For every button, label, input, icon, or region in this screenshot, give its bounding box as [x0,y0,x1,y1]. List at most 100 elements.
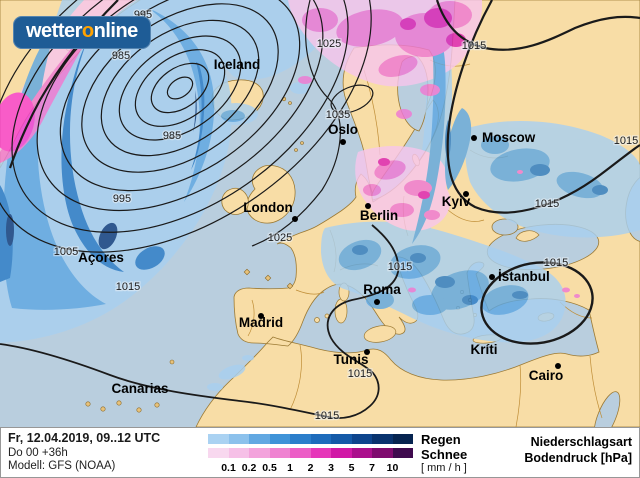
valid-time-label: Fr, 12.04.2019, 09..12 UTC [8,431,161,445]
isobar-1015-east [446,0,640,214]
weather-map-canvas: 9959859859951005101510251035101510251015… [0,0,640,427]
legend-segment [372,448,393,458]
city-dot [292,216,298,222]
great-britain [246,164,296,224]
info-bar: Fr, 12.04.2019, 09..12 UTC Do 00 +36h Mo… [0,427,640,478]
city-dot [489,274,495,280]
city-label: Madrid [239,315,283,330]
model-name-label: Modell: GFS (NOAA) [8,460,116,472]
legend-segment [310,448,331,458]
legend-tick: 0.2 [241,462,257,474]
model-run-label: Do 00 +36h [8,447,68,459]
legend-segment [269,434,290,444]
legend-segment [208,448,229,458]
sea-of-azov [491,218,519,236]
ireland [221,187,249,215]
forecast-meta: Fr, 12.04.2019, 09..12 UTC Do 00 +36h Mo… [8,431,160,472]
precipitation-legend: 0.1 0.2 0.5 1 2 3 5 7 10 [208,434,413,475]
legend-segment [269,448,290,458]
pressure-label-1015: 1015 [544,257,568,269]
isobar-1015-south [0,224,400,419]
legend-tick: 10 [386,462,399,474]
logo-text-part2: nline [93,20,139,42]
pressure-label-1015: 1015 [535,198,559,210]
city-dot [374,299,380,305]
pressure-label-985: 985 [163,130,181,142]
city-dot [555,363,561,369]
city-label: Açores [78,250,124,265]
legend-tick: 0.1 [221,462,236,474]
sicily [363,325,397,343]
precipitation-type-label: Niederschlagsart [530,435,632,449]
city-label: İstanbul [498,269,550,284]
pressure-label-1015: 1015 [462,40,486,52]
legend-segment [392,434,413,444]
city-labels: Iceland Oslo Moscow London Berlin Kyiv Açores R… [78,57,563,396]
legend-tick: 7 [369,462,375,474]
pressure-label-1025: 1025 [317,38,341,50]
legend-segment [392,448,413,458]
city-dot [364,349,370,355]
rain-darkest [6,90,197,250]
legend-segment [249,448,270,458]
snow-label: Schnee [421,447,468,462]
city-label: Cairo [529,368,564,383]
legend-tick: 0.5 [262,462,277,474]
pressure-label-985: 985 [112,50,130,62]
legend-segment [331,448,352,458]
logo-text-accent: o [81,20,94,42]
pressure-label-1025: 1025 [268,232,292,244]
red-sea [593,391,621,427]
city-label: Moscow [482,130,536,145]
crimea [515,230,540,242]
rain-label: Regen [421,432,461,447]
legend-tick: 5 [348,462,355,474]
legend-segment [208,434,229,444]
city-label: Roma [363,282,401,297]
legend-segment [228,434,249,444]
legend-side-labels: Regen Schnee [ mm / h ] [421,432,467,475]
pressure-label-1015: 1015 [388,261,412,273]
precipitation-layer [0,0,640,391]
legend-tick: 3 [328,462,334,474]
isobars [0,0,640,419]
legend-segment [249,434,270,444]
legend-unit-label: [ mm / h ] [421,462,467,474]
map-type-labels: Niederschlagsart Bodendruck [hPa] [524,434,632,466]
wetteronline-logo[interactable]: wetteronline [13,16,151,49]
city-dot [365,203,371,209]
legend-segment [351,448,372,458]
city-label: Kríti [471,342,498,357]
city-label: Oslo [328,122,358,137]
pressure-label-1015: 1015 [315,410,339,422]
legend-tick: 1 [287,462,293,474]
pressure-type-label: Bodendruck [hPa] [524,451,632,465]
isobar-1015-north [435,0,640,51]
weather-map: 995 985 985 995 1005 1015 1025 1035 1015 1025 1015… [0,0,640,427]
pressure-label-1015: 1015 [348,368,372,380]
pressure-label-1005: 1005 [54,246,78,258]
snow-color-scale [208,448,413,458]
isobar-low-rings [0,0,372,253]
pressure-label-995: 995 [113,193,131,205]
city-label: Iceland [214,57,261,72]
legend-segment [290,448,311,458]
city-label: Tunis [334,352,369,367]
isobar-1035-high [330,84,374,114]
pressure-label-1015: 1015 [614,135,638,147]
legend-segment [331,434,352,444]
snow-dark [0,8,466,199]
city-dot [340,139,346,145]
pressure-label-1035: 1035 [326,109,350,121]
isobar-1015-emed [480,261,594,345]
city-label: Canarias [111,381,168,396]
isobar-1025 [251,0,341,247]
legend-segment [310,434,331,444]
city-label: Kyiv [442,194,471,209]
legend-tick: 2 [307,462,314,474]
legend-segment [290,434,311,444]
city-label: London [243,200,292,215]
legend-segment [351,434,372,444]
city-label: Berlin [360,208,398,223]
